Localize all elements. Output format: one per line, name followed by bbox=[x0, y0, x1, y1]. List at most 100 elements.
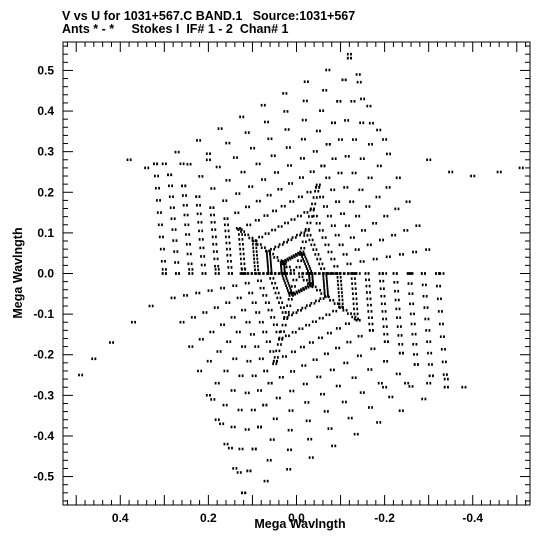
uv-point bbox=[394, 233, 397, 237]
uv-point bbox=[249, 359, 252, 363]
uv-point bbox=[202, 311, 205, 314]
uv-point bbox=[311, 215, 313, 218]
uv-point bbox=[306, 190, 309, 194]
uv-point bbox=[231, 446, 233, 450]
uv-point bbox=[356, 354, 359, 358]
uv-point bbox=[245, 205, 247, 209]
uv-point bbox=[289, 286, 292, 290]
uv-point bbox=[301, 364, 304, 367]
uv-point bbox=[396, 325, 399, 328]
uv-point bbox=[319, 297, 322, 300]
uv-point bbox=[336, 272, 339, 275]
uv-point bbox=[240, 228, 243, 231]
uv-point bbox=[402, 409, 404, 412]
uv-point bbox=[281, 323, 284, 327]
uv-point bbox=[370, 243, 372, 247]
uv-point bbox=[250, 272, 253, 275]
uv-point bbox=[408, 385, 411, 388]
uv-point bbox=[252, 253, 255, 257]
uv-point bbox=[369, 291, 371, 294]
uv-point bbox=[316, 257, 319, 261]
uv-point bbox=[227, 266, 230, 269]
uv-point bbox=[296, 254, 298, 257]
uv-point bbox=[283, 204, 286, 208]
uv-point bbox=[347, 155, 350, 158]
uv-point bbox=[284, 272, 286, 275]
uv-point bbox=[355, 272, 358, 275]
uv-point bbox=[304, 137, 306, 141]
uv-point bbox=[144, 166, 146, 170]
uv-point bbox=[339, 272, 342, 275]
uv-point bbox=[425, 248, 427, 251]
uv-point bbox=[399, 176, 401, 180]
uv-point bbox=[292, 278, 295, 282]
uv-point bbox=[299, 345, 302, 349]
uv-point bbox=[295, 253, 297, 256]
uv-point bbox=[259, 286, 262, 290]
y-tick-label: -0.2 bbox=[33, 348, 54, 362]
uv-point bbox=[371, 316, 373, 319]
uv-point bbox=[323, 164, 326, 168]
uv-point bbox=[288, 256, 291, 260]
uv-point bbox=[258, 311, 261, 314]
uv-point bbox=[355, 292, 357, 295]
uv-point bbox=[327, 292, 329, 295]
uv-point bbox=[288, 265, 291, 269]
uv-point bbox=[319, 375, 322, 379]
uv-point bbox=[385, 317, 388, 321]
uv-point bbox=[441, 310, 443, 313]
uv-point bbox=[301, 306, 304, 310]
uv-point bbox=[182, 162, 185, 166]
uv-point bbox=[332, 299, 335, 302]
uv-point bbox=[302, 272, 305, 275]
uv-point bbox=[254, 345, 257, 348]
uv-point bbox=[323, 205, 325, 208]
uv-point bbox=[300, 259, 303, 263]
uv-point bbox=[365, 284, 368, 288]
uv-point bbox=[285, 355, 287, 358]
uv-point bbox=[411, 332, 414, 336]
uv-point bbox=[241, 308, 243, 312]
uv-point bbox=[346, 340, 349, 344]
uv-point bbox=[201, 229, 204, 233]
uv-point bbox=[354, 282, 357, 285]
uv-point bbox=[363, 157, 365, 160]
uv-point bbox=[291, 293, 293, 296]
uv-point bbox=[335, 200, 337, 203]
uv-point bbox=[329, 299, 331, 302]
uv-point bbox=[327, 410, 329, 413]
uv-point bbox=[363, 391, 365, 394]
uv-point bbox=[186, 162, 189, 166]
uv-point bbox=[408, 272, 411, 275]
uv-point bbox=[345, 400, 347, 404]
uv-point bbox=[370, 176, 373, 180]
uv-point bbox=[222, 422, 225, 426]
uv-point bbox=[205, 152, 208, 155]
uv-point bbox=[278, 376, 281, 379]
uv-point bbox=[373, 347, 376, 351]
uv-point bbox=[202, 246, 205, 250]
uv-point bbox=[256, 261, 259, 264]
uv-point bbox=[335, 346, 337, 350]
uv-point bbox=[323, 352, 326, 356]
uv-point bbox=[306, 272, 309, 275]
uv-point bbox=[317, 336, 320, 340]
uv-point bbox=[286, 317, 289, 320]
uv-point bbox=[244, 491, 247, 495]
uv-point bbox=[336, 276, 339, 279]
uv-point bbox=[367, 176, 370, 180]
uv-point bbox=[323, 282, 325, 285]
uv-point bbox=[321, 229, 324, 232]
uv-point bbox=[346, 361, 349, 365]
uv-point bbox=[264, 120, 266, 124]
uv-point bbox=[267, 232, 270, 235]
uv-point bbox=[253, 257, 255, 261]
uv-point bbox=[213, 187, 216, 190]
uv-point bbox=[316, 214, 318, 218]
uv-point bbox=[329, 272, 331, 275]
uv-point bbox=[211, 228, 213, 231]
uv-point bbox=[283, 317, 285, 320]
uv-point bbox=[249, 223, 252, 227]
uv-point bbox=[411, 272, 414, 275]
uv-point bbox=[258, 235, 260, 239]
